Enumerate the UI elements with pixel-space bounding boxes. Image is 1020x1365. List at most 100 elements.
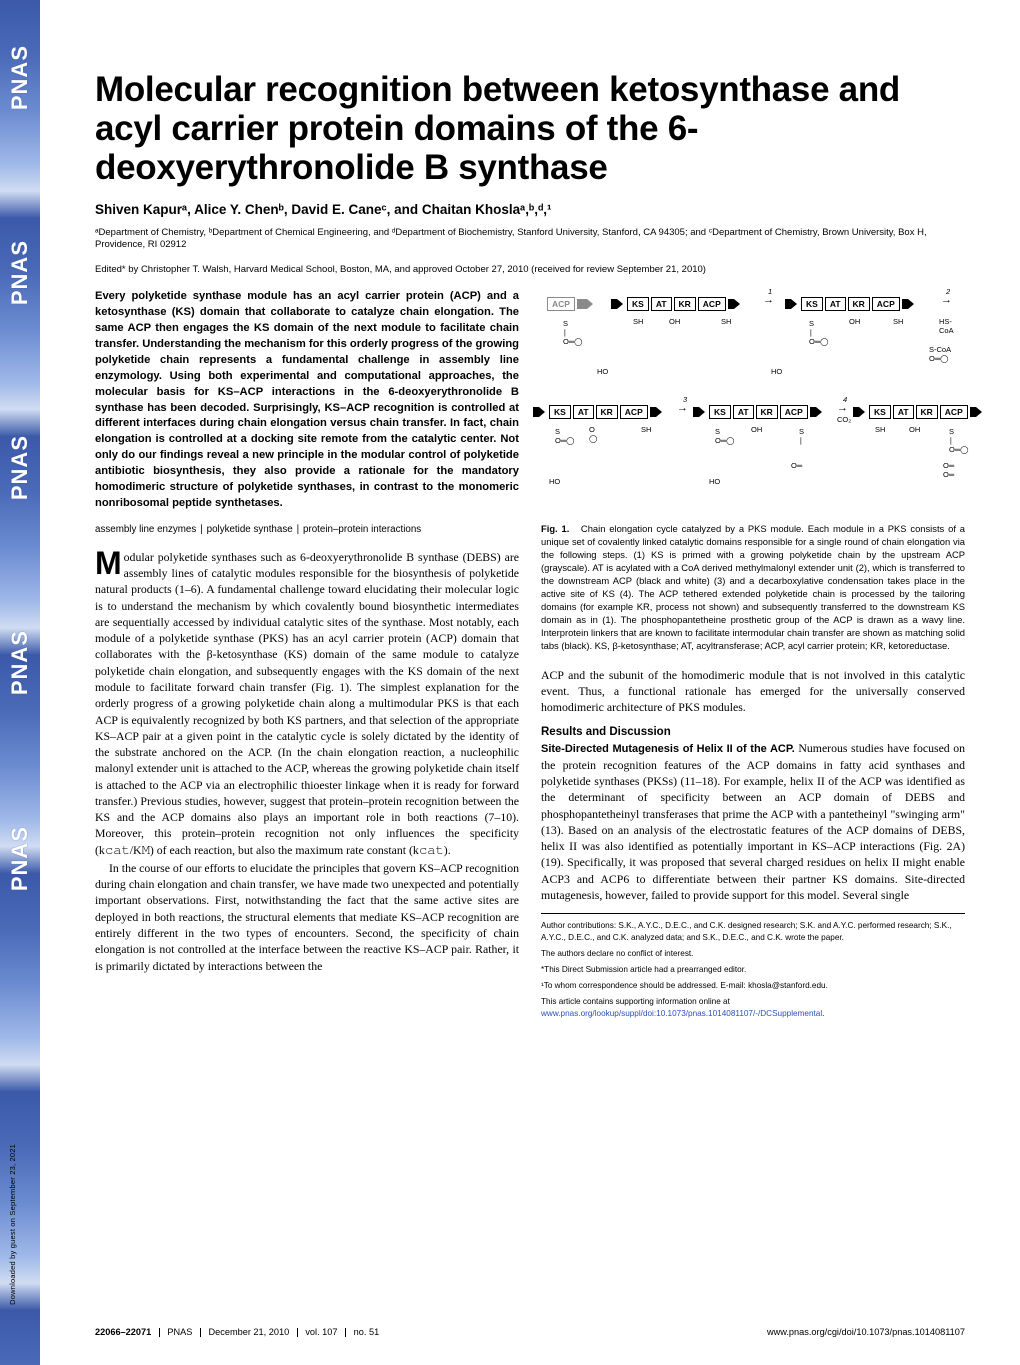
fig1-tab-in-5	[853, 405, 867, 419]
helix-subhead: Site-Directed Mutagenesis of Helix II of…	[541, 743, 795, 755]
footer-left: 22066–22071 PNAS December 21, 2010 vol. …	[95, 1327, 379, 1337]
fig1-s-b5: S∣O═◯	[949, 427, 969, 454]
fig1-acp-4: ACP	[780, 405, 808, 419]
fig1-at-4: AT	[733, 405, 754, 419]
footer-sep-2	[200, 1328, 201, 1337]
dropcap-m: M	[95, 549, 124, 576]
fig1-step-1: 1	[768, 287, 772, 296]
fig1-module-4: KS AT KR ACP	[693, 405, 824, 419]
fig1-caption-text: Chain elongation cycle catalyzed by a PK…	[541, 523, 965, 651]
fig1-module-3: KS AT KR ACP	[533, 405, 664, 419]
fig1-ks-1: KS	[627, 297, 649, 311]
figure-1-schematic: ACP KS AT KR ACP → 1 KS AT KR	[541, 289, 965, 517]
fig1-at-2: AT	[825, 297, 846, 311]
footnotes-block: Author contributions: S.K., A.Y.C., D.E.…	[541, 913, 965, 1019]
fig1-tab-out-1	[728, 297, 742, 311]
footer-no: no. 51	[354, 1327, 380, 1337]
fig1-wavy-1: S∣O═◯	[563, 319, 583, 346]
fig1-sh-3: SH	[893, 317, 903, 326]
fig1-ho-b1: HO	[549, 477, 560, 486]
fig1-module-1: KS AT KR ACP	[611, 297, 742, 311]
fig1-oh-1: OH	[669, 317, 680, 326]
supporting-info: This article contains supporting informa…	[541, 996, 965, 1020]
fig1-oo-b5: O═O═	[943, 461, 954, 479]
fig1-acp-1: ACP	[698, 297, 726, 311]
footer-pnas: PNAS	[167, 1327, 192, 1337]
results-heading: Results and Discussion	[541, 726, 965, 738]
fig1-kr-1: KR	[674, 297, 696, 311]
fig1-acp-gray: ACP	[547, 297, 575, 311]
footer-sep-3	[297, 1328, 298, 1337]
fig1-scoa: S-CoAO═◯	[929, 345, 951, 363]
right-continuation: ACP and the subunit of the homodimeric m…	[541, 667, 965, 716]
fig1-at-3: AT	[573, 405, 594, 419]
fig1-ho-b2: HO	[709, 477, 720, 486]
supporting-period: .	[822, 1009, 824, 1018]
fig1-tab-in-3	[533, 405, 547, 419]
fig1-kr-2: KR	[848, 297, 870, 311]
fig1-tab-in-4	[693, 405, 707, 419]
fig1-arrow-2: →	[941, 294, 952, 306]
intro-paragraph-1: Modular polyketide synthases such as 6-d…	[95, 549, 519, 858]
fig1-arrow-3: →	[677, 402, 688, 414]
fig1-o-b3: O═	[791, 461, 802, 470]
fig1-at-1: AT	[651, 297, 672, 311]
fig1-tab-out-2	[902, 297, 916, 311]
conflict-of-interest: The authors declare no conflict of inter…	[541, 948, 965, 960]
fig1-s-b1: SO═◯	[555, 427, 575, 445]
fig1-sh-1: SH	[633, 317, 643, 326]
fig1-s-chain-1: S∣O═◯	[809, 319, 829, 346]
fig1-ks-2: KS	[801, 297, 823, 311]
fig1-co2: CO₂	[837, 415, 851, 424]
paper-title: Molecular recognition between ketosyntha…	[95, 70, 965, 188]
figure-1-caption: Fig. 1. Chain elongation cycle catalyzed…	[541, 523, 965, 653]
fig1-sh-b4: SH	[875, 425, 885, 434]
pnas-logo-2: PNAS	[7, 240, 33, 305]
two-column-layout: Every polyketide synthase module has an …	[95, 289, 965, 1023]
fig1-tab-out-3	[650, 405, 664, 419]
fig1-ob-1: O◯	[589, 425, 597, 443]
fig1-kr-5: KR	[916, 405, 938, 419]
fig1-module-5: KS AT KR ACP	[853, 405, 984, 419]
page-footer: 22066–22071 PNAS December 21, 2010 vol. …	[95, 1327, 965, 1337]
fig1-s-b2: SO═◯	[715, 427, 735, 445]
pnas-logo-5: PNAS	[7, 826, 33, 891]
fig1-acp-3: ACP	[620, 405, 648, 419]
fig1-ks-5: KS	[869, 405, 891, 419]
fig1-acp-5: ACP	[940, 405, 968, 419]
fig1-label: Fig. 1.	[541, 523, 569, 534]
fig1-arrow-4: →	[837, 402, 848, 414]
fig1-ks-4: KS	[709, 405, 731, 419]
footer-vol: vol. 107	[305, 1327, 337, 1337]
editor-note: Edited* by Christopher T. Walsh, Harvard…	[95, 264, 965, 275]
fig1-module-2: KS AT KR ACP	[785, 297, 916, 311]
fig1-upstream-acp: ACP	[547, 297, 595, 311]
column-right: ACP KS AT KR ACP → 1 KS AT KR	[541, 289, 965, 1023]
author-contributions: Author contributions: S.K., A.Y.C., D.E.…	[541, 920, 965, 944]
fig1-tab-out-4	[810, 405, 824, 419]
fig1-ho-1: HO	[597, 367, 608, 376]
fig1-oh-2: OH	[849, 317, 860, 326]
supporting-link[interactable]: www.pnas.org/lookup/suppl/doi:10.1073/pn…	[541, 1009, 822, 1018]
download-stamp: Downloaded by guest on September 23, 202…	[8, 1144, 17, 1305]
fig1-sh-2: SH	[721, 317, 731, 326]
supporting-text: This article contains supporting informa…	[541, 997, 730, 1006]
fig1-tab-out-5	[970, 405, 984, 419]
abstract-text: Every polyketide synthase module has an …	[95, 289, 519, 512]
fig1-at-5: AT	[893, 405, 914, 419]
intro-text-1: odular polyketide synthases such as 6-de…	[95, 550, 519, 857]
fig1-oh-b2: OH	[751, 425, 762, 434]
fig1-ks-3: KS	[549, 405, 571, 419]
fig1-hscoa: HS-CoA	[939, 317, 965, 335]
fig1-s-b3: S∣	[799, 427, 804, 445]
intro-paragraph-2: In the course of our efforts to elucidat…	[95, 860, 519, 974]
footer-sep-4	[345, 1328, 346, 1337]
fig1-tab-gray	[577, 297, 595, 311]
fig1-kr-4: KR	[756, 405, 778, 419]
affiliations: ᵃDepartment of Chemistry, ᵇDepartment of…	[95, 227, 965, 253]
editor-footnote: *This Direct Submission article had a pr…	[541, 964, 965, 976]
footer-sep-1	[159, 1328, 160, 1337]
fig1-tab-in-2	[785, 297, 799, 311]
fig1-acp-2: ACP	[872, 297, 900, 311]
fig1-sh-b1: SH	[641, 425, 651, 434]
